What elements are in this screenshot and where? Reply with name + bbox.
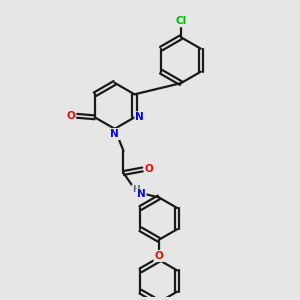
- Text: N: N: [110, 129, 119, 139]
- Text: N: N: [136, 112, 144, 122]
- Text: O: O: [154, 251, 163, 261]
- Text: Cl: Cl: [175, 16, 187, 26]
- Text: O: O: [145, 164, 154, 174]
- Text: N: N: [137, 190, 146, 200]
- Text: H: H: [132, 185, 140, 194]
- Text: O: O: [66, 111, 75, 121]
